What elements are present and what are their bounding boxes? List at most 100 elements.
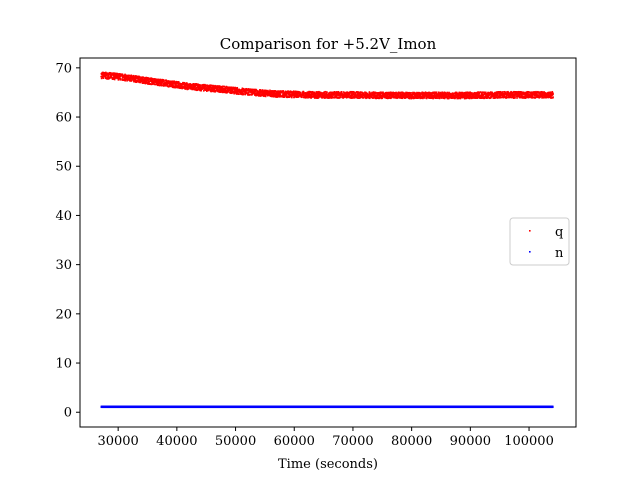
- q-point: [485, 97, 488, 99]
- q-point: [251, 91, 253, 93]
- q-point: [298, 91, 300, 93]
- q-point: [260, 93, 262, 96]
- q-point: [129, 78, 131, 81]
- q-point: [381, 97, 384, 100]
- x-tick-label: 90000: [450, 434, 491, 449]
- q-point: [546, 96, 549, 98]
- q-point: [141, 79, 143, 81]
- q-point: [134, 75, 137, 77]
- q-point: [262, 93, 265, 96]
- q-point: [468, 94, 471, 96]
- q-point: [147, 80, 150, 82]
- q-point: [205, 86, 207, 88]
- q-point: [261, 90, 264, 93]
- q-point: [526, 92, 529, 95]
- q-point: [473, 91, 476, 94]
- q-point: [130, 80, 133, 82]
- q-point: [466, 93, 469, 96]
- q-point: [543, 91, 546, 93]
- q-point: [440, 97, 443, 99]
- q-point: [313, 91, 316, 94]
- q-point: [424, 97, 426, 99]
- q-point: [356, 95, 359, 97]
- q-point: [363, 96, 366, 98]
- q-point: [524, 93, 527, 95]
- q-point: [105, 75, 108, 77]
- q-point: [332, 96, 335, 99]
- q-point: [476, 94, 479, 97]
- q-point: [153, 81, 155, 84]
- q-point: [346, 91, 349, 94]
- q-point: [294, 93, 296, 95]
- q-point: [432, 96, 435, 98]
- q-point: [317, 93, 320, 96]
- q-point: [431, 92, 434, 95]
- q-point: [325, 92, 328, 95]
- q-point: [113, 72, 116, 74]
- q-point: [494, 91, 496, 94]
- q-point: [455, 96, 458, 99]
- q-point: [148, 80, 151, 83]
- q-point: [241, 89, 244, 91]
- q-point: [528, 91, 530, 94]
- q-point: [299, 94, 302, 97]
- q-point: [255, 92, 258, 95]
- q-point: [310, 96, 313, 98]
- q-point: [117, 73, 120, 76]
- q-point: [470, 92, 473, 94]
- q-point: [183, 85, 186, 87]
- q-point: [547, 93, 550, 96]
- q-point: [454, 96, 457, 98]
- q-point: [195, 86, 198, 89]
- q-point: [254, 94, 256, 96]
- q-point: [430, 91, 432, 94]
- q-point: [384, 96, 387, 99]
- q-point: [427, 91, 430, 94]
- q-point: [426, 92, 428, 94]
- q-point: [336, 93, 339, 95]
- q-point: [329, 91, 331, 94]
- q-point: [212, 87, 215, 90]
- q-point: [362, 97, 364, 99]
- q-point: [244, 92, 247, 95]
- q-point: [344, 96, 346, 98]
- q-point: [349, 92, 352, 94]
- q-point: [404, 96, 407, 99]
- q-point: [444, 91, 446, 94]
- q-point: [269, 94, 271, 96]
- q-point: [390, 96, 393, 99]
- q-point: [425, 94, 428, 96]
- q-point: [373, 96, 375, 99]
- q-point: [385, 95, 388, 98]
- q-point: [267, 94, 269, 97]
- q-point: [209, 85, 212, 88]
- q-point: [237, 90, 240, 93]
- q-point: [534, 96, 537, 99]
- q-point: [327, 92, 330, 94]
- q-point: [443, 91, 446, 94]
- q-point: [185, 85, 187, 87]
- q-point: [218, 89, 221, 92]
- q-point: [325, 96, 328, 99]
- q-point: [424, 95, 427, 97]
- q-point: [359, 96, 362, 99]
- q-point: [198, 85, 201, 88]
- q-point: [202, 83, 205, 86]
- q-point: [454, 97, 456, 100]
- q-point: [285, 95, 287, 97]
- q-point: [141, 77, 144, 80]
- q-point: [354, 96, 356, 99]
- q-point: [499, 90, 502, 93]
- q-point: [439, 94, 441, 97]
- q-point: [137, 76, 140, 79]
- q-point: [462, 93, 465, 96]
- q-point: [277, 90, 280, 92]
- q-point: [151, 83, 154, 85]
- q-point: [383, 95, 385, 97]
- q-point: [322, 93, 324, 95]
- q-point: [532, 96, 534, 99]
- q-point: [219, 87, 222, 90]
- q-point: [118, 78, 120, 80]
- q-point: [102, 72, 105, 74]
- q-point: [305, 92, 307, 94]
